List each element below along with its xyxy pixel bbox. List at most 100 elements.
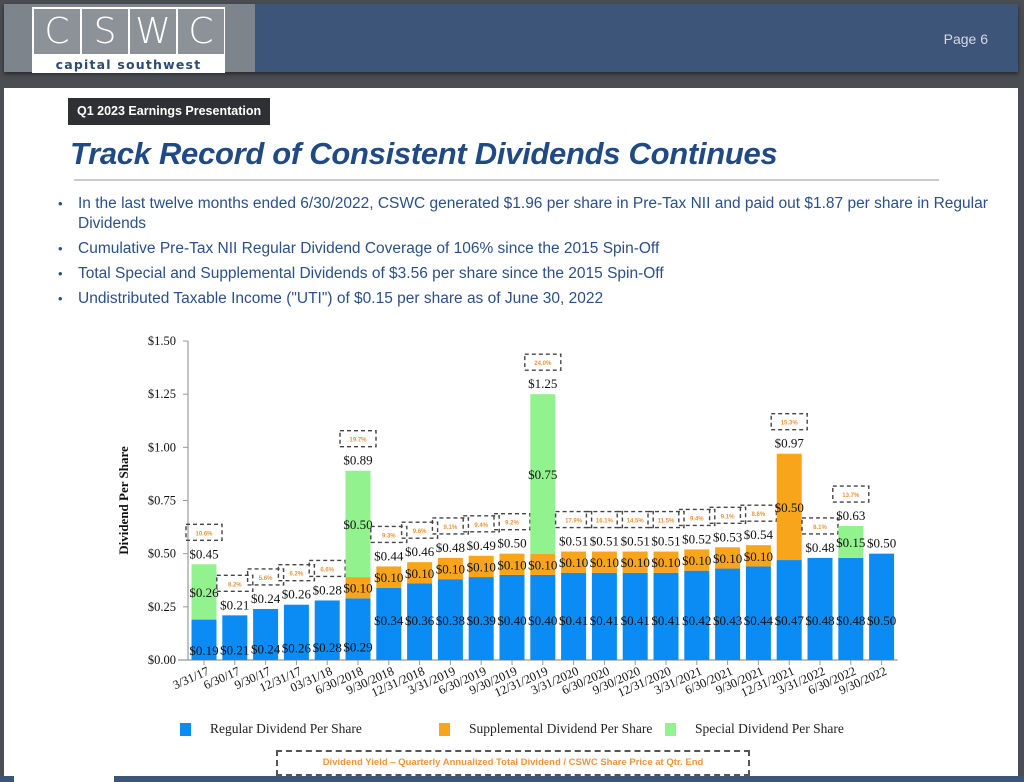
segment-value-label: $0.10 bbox=[651, 555, 680, 570]
segment-value-label: $0.26 bbox=[282, 641, 312, 656]
bar-segment-regular bbox=[715, 568, 741, 660]
segment-value-label: $0.41 bbox=[651, 613, 680, 628]
bar-segment-regular bbox=[745, 566, 771, 660]
total-value-label: $0.54 bbox=[744, 527, 774, 542]
y-tick-label: $0.75 bbox=[148, 494, 176, 508]
total-value-label: $0.63 bbox=[836, 508, 865, 523]
yield-label: 5.6% bbox=[259, 576, 273, 582]
legend-label: Supplemental Dividend Per Share bbox=[469, 721, 653, 736]
segment-value-label: $0.10 bbox=[467, 559, 496, 574]
segment-value-label: $0.29 bbox=[343, 640, 372, 655]
total-value-label: $0.48 bbox=[805, 540, 834, 555]
bar-segment-regular bbox=[283, 604, 309, 660]
yield-label: 6.2% bbox=[290, 572, 304, 578]
segment-value-label: $0.75 bbox=[528, 467, 557, 482]
yield-label: 9.3% bbox=[382, 533, 396, 539]
yield-box bbox=[185, 523, 223, 541]
yield-label: 6.6% bbox=[320, 567, 334, 573]
yield-box bbox=[739, 504, 778, 522]
segment-value-label: $0.34 bbox=[374, 613, 404, 628]
bar-segment-regular bbox=[314, 600, 340, 660]
dividend-chart: $0.00 $0.25 $0.50 $0.75 $1.00 $1.25 $1.50 Divid… bbox=[116, 334, 898, 700]
yield-box bbox=[400, 521, 439, 539]
bullet-item: Undistributed Taxable Income ("UTI") of … bbox=[56, 289, 996, 309]
bar-segment-supplemental bbox=[376, 566, 402, 588]
y-tick-label: $1.50 bbox=[148, 334, 176, 348]
bar-segment-regular bbox=[499, 574, 525, 660]
total-value-label: $0.50 bbox=[867, 536, 896, 551]
segment-value-label: $0.24 bbox=[251, 641, 281, 656]
bar-segment-supplemental bbox=[622, 551, 648, 573]
yield-box bbox=[339, 430, 377, 448]
yield-box bbox=[308, 559, 346, 578]
bar-segment-regular bbox=[684, 570, 710, 660]
segment-value-label: $0.38 bbox=[436, 613, 465, 628]
yield-box bbox=[462, 515, 500, 533]
bar-segment-regular bbox=[191, 619, 217, 660]
segment-value-label: $0.41 bbox=[621, 613, 650, 628]
bar-segment-regular bbox=[530, 574, 556, 660]
slide-title: Track Record of Consistent Dividends Con… bbox=[70, 136, 778, 171]
yield-box bbox=[585, 510, 624, 529]
bar-segment-regular bbox=[622, 572, 648, 660]
yield-label: 24.0% bbox=[534, 361, 552, 367]
dividend-yield-note: Dividend Yield – Quarterly Annualized To… bbox=[276, 750, 750, 776]
segment-value-label: $0.10 bbox=[528, 557, 557, 572]
yield-label: 9.4% bbox=[690, 516, 704, 522]
legend-item-supplemental: Supplemental Dividend Per Share bbox=[439, 721, 652, 737]
segment-value-label: $0.44 bbox=[744, 613, 774, 628]
yield-label: 8.1% bbox=[813, 525, 827, 531]
bar-segment-supplemental bbox=[591, 551, 617, 573]
total-value-label: $0.45 bbox=[189, 546, 218, 561]
yield-label: 9.1% bbox=[721, 514, 735, 520]
yield-box bbox=[277, 564, 316, 582]
yield-box bbox=[801, 517, 839, 535]
yield-box bbox=[678, 508, 716, 527]
bar-segment-regular bbox=[253, 608, 279, 660]
segment-value-label: $0.48 bbox=[805, 613, 834, 628]
bar-segment-regular bbox=[222, 615, 248, 660]
footer-bar bbox=[0, 776, 1024, 782]
total-value-label: $0.51 bbox=[590, 534, 619, 549]
yield-box bbox=[216, 574, 254, 593]
logo-letter: C bbox=[34, 9, 80, 54]
segment-value-label: $0.10 bbox=[590, 555, 619, 570]
segment-value-label: $0.10 bbox=[559, 555, 588, 570]
yield-label: 16.1% bbox=[596, 519, 614, 525]
bar-segment-supplemental bbox=[653, 551, 679, 573]
logo-letter: W bbox=[130, 9, 176, 54]
segment-value-label: $0.50 bbox=[775, 500, 804, 515]
legend-label: Special Dividend Per Share bbox=[695, 721, 844, 736]
bar-segment-regular bbox=[376, 587, 402, 660]
total-value-label: $0.51 bbox=[559, 534, 588, 549]
bar-segment-regular bbox=[407, 583, 433, 660]
segment-value-label: $0.15 bbox=[836, 535, 865, 550]
segment-value-label: $0.26 bbox=[189, 585, 219, 600]
y-tick-label: $1.00 bbox=[148, 440, 176, 454]
bar-segment-regular bbox=[838, 557, 864, 660]
bar-segment-special bbox=[530, 394, 556, 554]
yield-label: 10.6% bbox=[195, 531, 213, 537]
yield-box bbox=[647, 510, 685, 529]
bar-segment-regular bbox=[807, 557, 833, 660]
bar-segment-supplemental bbox=[684, 549, 710, 571]
total-value-label: $0.51 bbox=[651, 534, 680, 549]
segment-value-label: $0.28 bbox=[313, 640, 342, 655]
yield-label: 19.7% bbox=[349, 438, 367, 444]
bullet-item: Cumulative Pre-Tax NII Regular Dividend … bbox=[56, 239, 996, 259]
bar-segment-regular bbox=[653, 572, 679, 660]
bar-segment-regular bbox=[468, 577, 494, 660]
segment-value-label: $0.40 bbox=[528, 613, 557, 628]
yield-label: 15.3% bbox=[781, 421, 799, 427]
bar-segment-special bbox=[191, 564, 217, 620]
segment-value-label: $0.10 bbox=[621, 555, 650, 570]
bar-segment-supplemental bbox=[745, 545, 771, 567]
total-value-label: $0.49 bbox=[467, 538, 496, 553]
segment-value-label: $0.42 bbox=[682, 613, 711, 628]
total-value-label: $0.44 bbox=[374, 548, 404, 563]
bar-segment-supplemental bbox=[776, 453, 802, 561]
y-tick-label: $0.50 bbox=[148, 547, 176, 561]
segment-value-label: $0.50 bbox=[343, 517, 372, 532]
yield-label: 17.9% bbox=[565, 519, 583, 525]
segment-value-label: $0.50 bbox=[867, 613, 896, 628]
